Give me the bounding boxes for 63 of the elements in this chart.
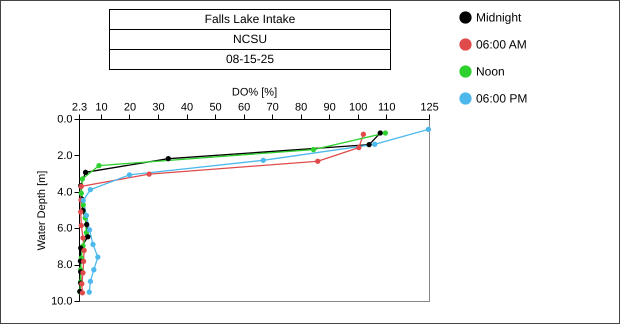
point	[86, 227, 92, 232]
point	[90, 242, 96, 248]
point	[126, 172, 132, 178]
point	[80, 258, 86, 264]
x-tick-label: 70	[266, 102, 279, 114]
legend-label: 06:00 AM	[476, 38, 527, 52]
x-tick-label: 110	[378, 102, 396, 114]
x-tick-label: 30	[152, 102, 165, 114]
x-tick-label: 60	[238, 102, 250, 114]
legend-label: Noon	[476, 64, 505, 78]
point	[80, 202, 86, 208]
x-tick-label: 100	[349, 102, 368, 114]
point	[360, 132, 366, 137]
legend-label: 06:00 PM	[476, 92, 528, 106]
x-tick-label: 10	[95, 102, 108, 114]
point	[88, 186, 94, 192]
point	[166, 156, 171, 162]
y-tick-label: 10.0	[51, 296, 72, 308]
point	[366, 142, 372, 148]
point	[78, 209, 84, 214]
point	[80, 270, 86, 276]
x-tick-label: 125	[420, 102, 439, 114]
y-tick-label: 0.0	[57, 114, 72, 126]
chart-subtitle: NCSU	[110, 29, 390, 49]
point	[91, 267, 96, 272]
x-tick-label: 50	[209, 102, 222, 114]
legend-label: Midnight	[476, 10, 522, 24]
point	[84, 212, 90, 218]
y-tick-label: 2.0	[57, 150, 72, 162]
y-tick-label: 4.0	[57, 186, 72, 198]
point	[315, 158, 320, 164]
point	[82, 170, 88, 175]
point	[382, 130, 388, 136]
x-tick-label: 80	[295, 102, 308, 114]
point	[80, 290, 86, 296]
point	[310, 146, 316, 152]
x-tick-label: 40	[180, 102, 194, 114]
point	[80, 235, 86, 240]
point	[372, 142, 378, 147]
point	[78, 222, 84, 228]
chart-title: Falls Lake Intake	[204, 11, 296, 28]
x-tick-label: 2.3	[72, 102, 88, 114]
x-axis-title: DO% [%]	[232, 86, 278, 98]
point	[84, 222, 90, 228]
y-tick-label: 6.0	[57, 222, 72, 235]
point	[96, 162, 102, 168]
point	[378, 130, 383, 136]
point	[85, 234, 90, 240]
point	[260, 158, 266, 163]
point	[81, 248, 87, 254]
point	[88, 278, 94, 284]
point	[426, 126, 432, 132]
point	[356, 144, 362, 150]
point	[95, 254, 100, 260]
point	[86, 289, 92, 295]
text: 08-15-25	[110, 49, 390, 69]
x-tick-label: 90	[324, 102, 336, 114]
point	[80, 176, 86, 182]
point	[146, 172, 152, 177]
x-tick-label: 20	[124, 102, 136, 114]
point	[78, 190, 84, 196]
y-axis-title: Water Depth [m]	[36, 170, 48, 250]
y-tick-label: 8.0	[57, 259, 72, 272]
